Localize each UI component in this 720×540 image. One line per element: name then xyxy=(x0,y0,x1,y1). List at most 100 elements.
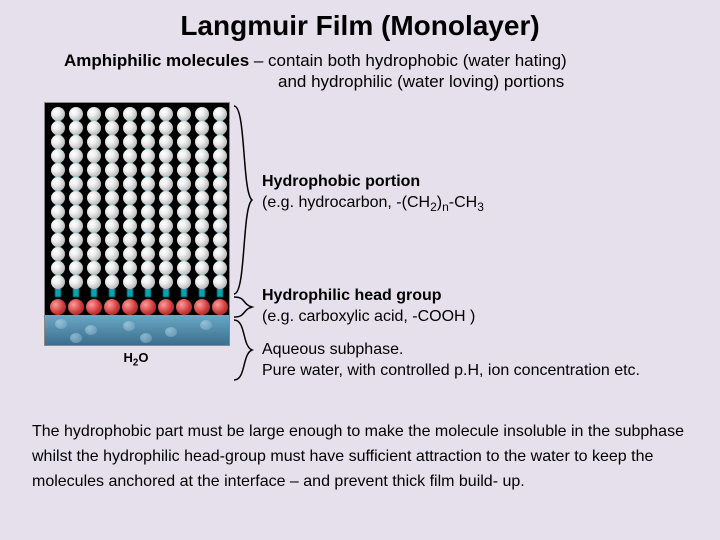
molecule-chain xyxy=(51,107,65,297)
chain-bead xyxy=(105,205,119,219)
chain-bead xyxy=(51,149,65,163)
chain-bead xyxy=(105,107,119,121)
label-hydrophilic: Hydrophilic head group (e.g. carboxylic … xyxy=(262,286,475,328)
molecule-chain xyxy=(105,107,119,297)
subtitle-bold: Amphiphilic molecules xyxy=(64,51,249,70)
chain-bead xyxy=(51,205,65,219)
chain-bead xyxy=(195,261,209,275)
chain-bead xyxy=(177,247,191,261)
chain-bead xyxy=(213,135,227,149)
chain-bead xyxy=(87,177,101,191)
brace-subphase xyxy=(230,318,256,382)
water-region xyxy=(45,315,229,345)
chain-bead xyxy=(123,121,137,135)
chain-bead xyxy=(159,233,173,247)
chain-bead xyxy=(159,191,173,205)
molecule-chain xyxy=(177,107,191,297)
chain-bead xyxy=(213,177,227,191)
chain-bead xyxy=(69,247,83,261)
chain-bead xyxy=(51,121,65,135)
label-hydrophobic-subn: n xyxy=(442,200,449,214)
chain-bead xyxy=(177,135,191,149)
chain-bead xyxy=(177,261,191,275)
head-group xyxy=(104,299,120,315)
chain-bead xyxy=(159,219,173,233)
head-group xyxy=(140,299,156,315)
chain-bead xyxy=(87,275,101,289)
chain-bead xyxy=(141,233,155,247)
chain-bead xyxy=(141,191,155,205)
label-subphase-2: Pure water, with controlled p.H, ion con… xyxy=(262,362,640,379)
chain-bead xyxy=(69,205,83,219)
chain-bead xyxy=(213,219,227,233)
chain-bead xyxy=(69,177,83,191)
chain-bead xyxy=(141,149,155,163)
chain-bead xyxy=(159,107,173,121)
chain-bead xyxy=(177,191,191,205)
water-blob xyxy=(85,325,97,335)
chain-bead xyxy=(213,163,227,177)
chain-bead xyxy=(141,261,155,275)
chain-bead xyxy=(195,191,209,205)
chain-bead xyxy=(69,191,83,205)
chain-bead xyxy=(141,205,155,219)
chain-bead xyxy=(105,261,119,275)
chain-bead xyxy=(51,107,65,121)
chain-bead xyxy=(177,275,191,289)
head-group xyxy=(50,299,66,315)
chain-bead xyxy=(195,149,209,163)
chain-bead xyxy=(69,219,83,233)
chain-bead xyxy=(159,135,173,149)
molecule-chain xyxy=(123,107,137,297)
chain-bead xyxy=(141,247,155,261)
chain-bead xyxy=(177,233,191,247)
chain-bead xyxy=(177,205,191,219)
chain-bead xyxy=(141,219,155,233)
brace-hydrophilic xyxy=(230,296,256,318)
chain-bead xyxy=(159,205,173,219)
chain-bead xyxy=(87,219,101,233)
chain-bead xyxy=(195,135,209,149)
chain-bead xyxy=(87,135,101,149)
chain-bead xyxy=(105,121,119,135)
chain-bead xyxy=(195,219,209,233)
chain-bead xyxy=(69,233,83,247)
molecule-chain xyxy=(69,107,83,297)
chain-bead xyxy=(159,121,173,135)
chain-bead xyxy=(87,121,101,135)
head-group xyxy=(194,299,210,315)
chain-bead xyxy=(105,177,119,191)
chain-bead xyxy=(195,205,209,219)
chain-bead xyxy=(87,261,101,275)
chain-bead xyxy=(87,205,101,219)
chain-bead xyxy=(213,247,227,261)
chain-bead xyxy=(105,275,119,289)
bottom-paragraph: The hydrophobic part must be large enoug… xyxy=(32,420,692,494)
chain-bead xyxy=(195,275,209,289)
chain-bead xyxy=(213,261,227,275)
chain-bead xyxy=(213,233,227,247)
chain-bead xyxy=(105,163,119,177)
chain-bead xyxy=(159,163,173,177)
chain-bead xyxy=(105,149,119,163)
chain-bead xyxy=(87,149,101,163)
chain-bead xyxy=(69,149,83,163)
chain-bead xyxy=(159,247,173,261)
chain-bead xyxy=(69,261,83,275)
label-hydrophilic-bold: Hydrophilic head group xyxy=(262,287,442,304)
page-title: Langmuir Film (Monolayer) xyxy=(0,10,720,42)
chain-bead xyxy=(105,247,119,261)
label-subphase: Aqueous subphase. Pure water, with contr… xyxy=(262,340,640,382)
chain-bead xyxy=(177,219,191,233)
chain-bead xyxy=(51,177,65,191)
chain-bead xyxy=(141,135,155,149)
chain-bead xyxy=(51,233,65,247)
chain-bead xyxy=(213,121,227,135)
chain-bead xyxy=(123,163,137,177)
chain-bead xyxy=(213,107,227,121)
head-row xyxy=(45,299,229,317)
chain-bead xyxy=(195,177,209,191)
chain-bead xyxy=(123,107,137,121)
chain-bead xyxy=(87,247,101,261)
chain-bead xyxy=(87,233,101,247)
